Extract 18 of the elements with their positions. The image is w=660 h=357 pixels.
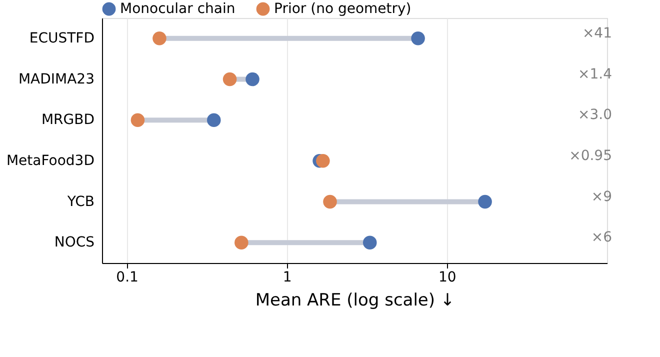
y-tick-label: ECUSTFD [29,30,94,46]
x-tick-label: 10 [438,270,456,286]
annotation: ×0.95 [569,148,612,164]
y-tick-label: YCB [66,194,94,210]
y-tick-label: MRGBD [41,112,94,128]
annotation: ×6 [591,230,612,246]
y-tick-label: NOCS [54,234,95,251]
annotation: ×1.4 [578,66,612,82]
y-tick-label: MetaFood3D [6,152,94,169]
annotation: ×9 [591,188,612,205]
x-tick-label: 0.1 [116,270,138,286]
y-tick-label: MADIMA23 [18,71,94,88]
annotation: ×3.0 [578,107,612,124]
legend-label: Monocular chain [120,1,236,17]
annotation: ×41 [582,25,612,42]
legend-label: Prior (no geometry) [274,1,412,17]
x-tick-label: 1 [282,270,292,286]
x-axis-title: Mean ARE (log scale) ↓ [255,290,455,310]
